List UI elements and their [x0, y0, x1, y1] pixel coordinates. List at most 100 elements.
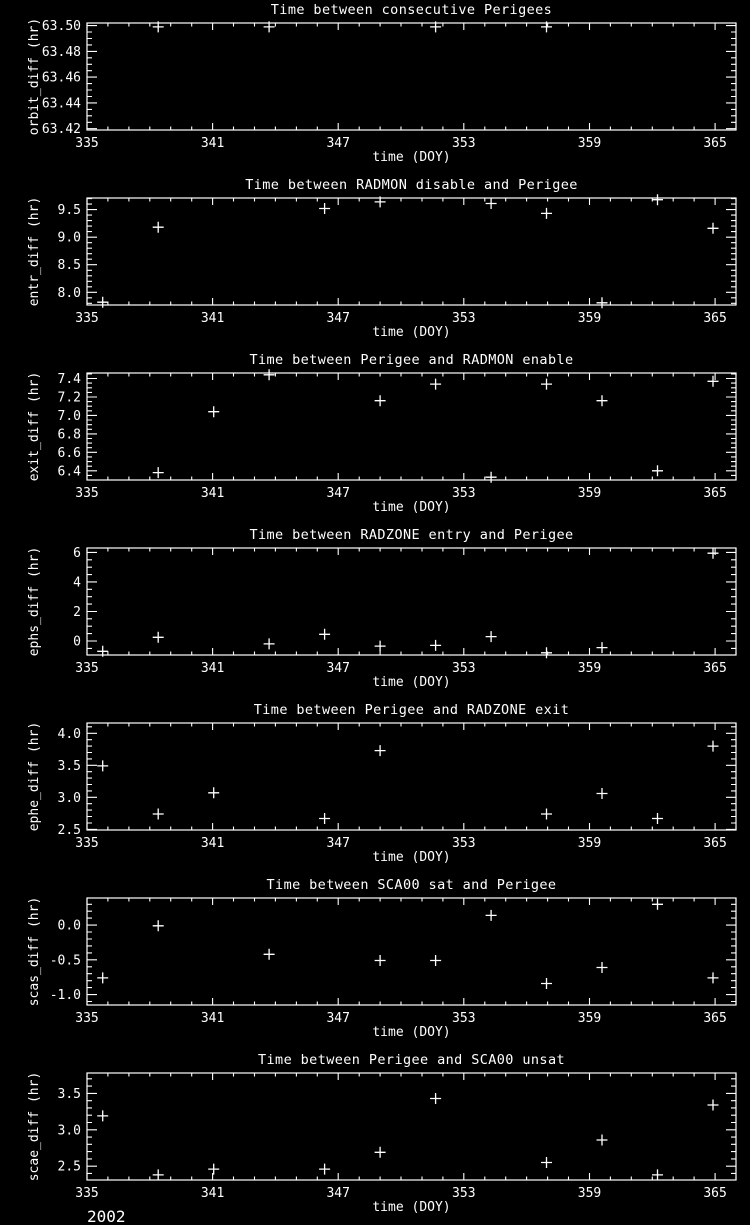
x-axis-label: time (DOY) — [372, 500, 450, 515]
x-axis-label: time (DOY) — [372, 1025, 450, 1040]
y-tick-label: -0.5 — [50, 953, 81, 968]
data-point — [430, 378, 442, 390]
y-tick-label: 63.44 — [42, 96, 81, 111]
data-point — [374, 955, 386, 966]
data-point — [541, 647, 552, 659]
data-point — [319, 203, 331, 214]
y-axis-label: ephe_diff (hr) — [27, 722, 42, 832]
axis-ticks — [86, 898, 737, 1005]
x-tick-label: 335 — [75, 1186, 98, 1201]
data-point — [541, 21, 552, 33]
data-point — [596, 297, 608, 309]
data-point — [485, 198, 497, 209]
data-point — [652, 813, 663, 824]
data-point — [263, 948, 275, 960]
y-tick-label: 6.8 — [58, 427, 81, 442]
x-tick-label: 341 — [201, 836, 224, 851]
x-tick-label: 347 — [326, 1011, 349, 1026]
data-point — [374, 395, 386, 407]
x-tick-label: 353 — [452, 486, 475, 501]
data-point — [152, 221, 164, 233]
x-tick-label: 347 — [326, 311, 349, 326]
data-point — [208, 406, 220, 418]
data-point — [374, 640, 386, 652]
y-tick-label: 3.0 — [58, 1123, 81, 1138]
y-tick-label: 3.0 — [58, 791, 81, 806]
y-tick-label: 4 — [73, 575, 81, 590]
data-point — [707, 547, 719, 559]
y-tick-label: 9.0 — [58, 231, 81, 246]
x-tick-label: 359 — [578, 1186, 601, 1201]
plot-title: Time between Perigee and SCA00 unsat — [258, 1052, 565, 1068]
x-tick-label: 341 — [201, 661, 224, 676]
x-tick-label: 335 — [75, 311, 98, 326]
data-point — [430, 639, 442, 651]
plot-title: Time between Perigee and RADZONE exit — [254, 702, 570, 718]
plot-box — [86, 547, 737, 656]
data-point — [596, 788, 608, 799]
x-tick-label: 365 — [703, 136, 726, 151]
x-tick-label: 359 — [578, 836, 601, 851]
plot-box — [86, 722, 737, 831]
data-point — [707, 1099, 719, 1111]
data-point — [152, 21, 164, 33]
x-tick-label: 353 — [452, 661, 475, 676]
axis-ticks — [86, 23, 737, 130]
data-point — [152, 808, 164, 820]
y-tick-label: 6 — [73, 546, 81, 561]
x-axis-label: time (DOY) — [372, 675, 450, 690]
data-point — [97, 972, 109, 984]
y-tick-label: 7.4 — [58, 372, 82, 387]
subplot-2: Time between RADMON disable and Perigee t… — [27, 177, 737, 340]
y-tick-label: 7.0 — [58, 409, 81, 424]
data-point — [541, 808, 552, 820]
x-axis-label: time (DOY) — [372, 150, 450, 165]
data-point — [319, 1163, 331, 1175]
x-tick-label: 365 — [703, 311, 726, 326]
x-tick-label: 335 — [75, 486, 98, 501]
data-point — [541, 1157, 552, 1168]
x-tick-label: 335 — [75, 661, 98, 676]
x-tick-label: 347 — [326, 661, 349, 676]
axis-ticks — [86, 198, 737, 305]
x-tick-label: 365 — [703, 1186, 726, 1201]
y-axis-label: scas_diff (hr) — [27, 897, 42, 1007]
y-tick-label: 2.5 — [58, 1160, 81, 1175]
data-point — [652, 1169, 663, 1181]
x-tick-label: 347 — [326, 1186, 349, 1201]
y-tick-label: 2 — [73, 605, 81, 620]
data-point — [652, 465, 663, 477]
y-axis-label: exit_diff (hr) — [27, 372, 42, 482]
data-point — [596, 962, 608, 973]
data-point — [541, 978, 552, 989]
data-point — [97, 296, 109, 308]
data-point — [319, 813, 331, 824]
data-point — [152, 631, 164, 643]
subplot-3: Time between Perigee and RADMON enable ti… — [27, 352, 737, 515]
data-point — [152, 920, 164, 932]
x-tick-label: 365 — [703, 486, 726, 501]
data-point — [152, 467, 164, 479]
y-tick-label: 9.5 — [58, 203, 81, 218]
subplot-4: Time between RADZONE entry and Perigee ti… — [27, 527, 737, 690]
x-tick-label: 365 — [703, 1011, 726, 1026]
data-point — [374, 745, 386, 757]
y-axis-label: ephs_diff (hr) — [27, 547, 42, 657]
data-point — [485, 471, 497, 483]
data-point — [152, 1169, 164, 1181]
data-point — [707, 740, 719, 752]
data-point — [596, 1134, 608, 1146]
x-tick-label: 359 — [578, 311, 601, 326]
x-tick-label: 365 — [703, 661, 726, 676]
data-point — [541, 207, 552, 219]
y-tick-label: 63.50 — [42, 19, 81, 34]
data-point — [97, 1110, 109, 1122]
subplot-6: Time between SCA00 sat and Perigee time (… — [27, 877, 737, 1040]
data-point — [652, 898, 663, 910]
plot-title: Time between SCA00 sat and Perigee — [267, 877, 557, 893]
data-point — [263, 21, 275, 33]
subplot-7: Time between Perigee and SCA00 unsat time… — [27, 1052, 737, 1215]
x-axis-label: time (DOY) — [372, 325, 450, 340]
data-point — [319, 628, 331, 640]
